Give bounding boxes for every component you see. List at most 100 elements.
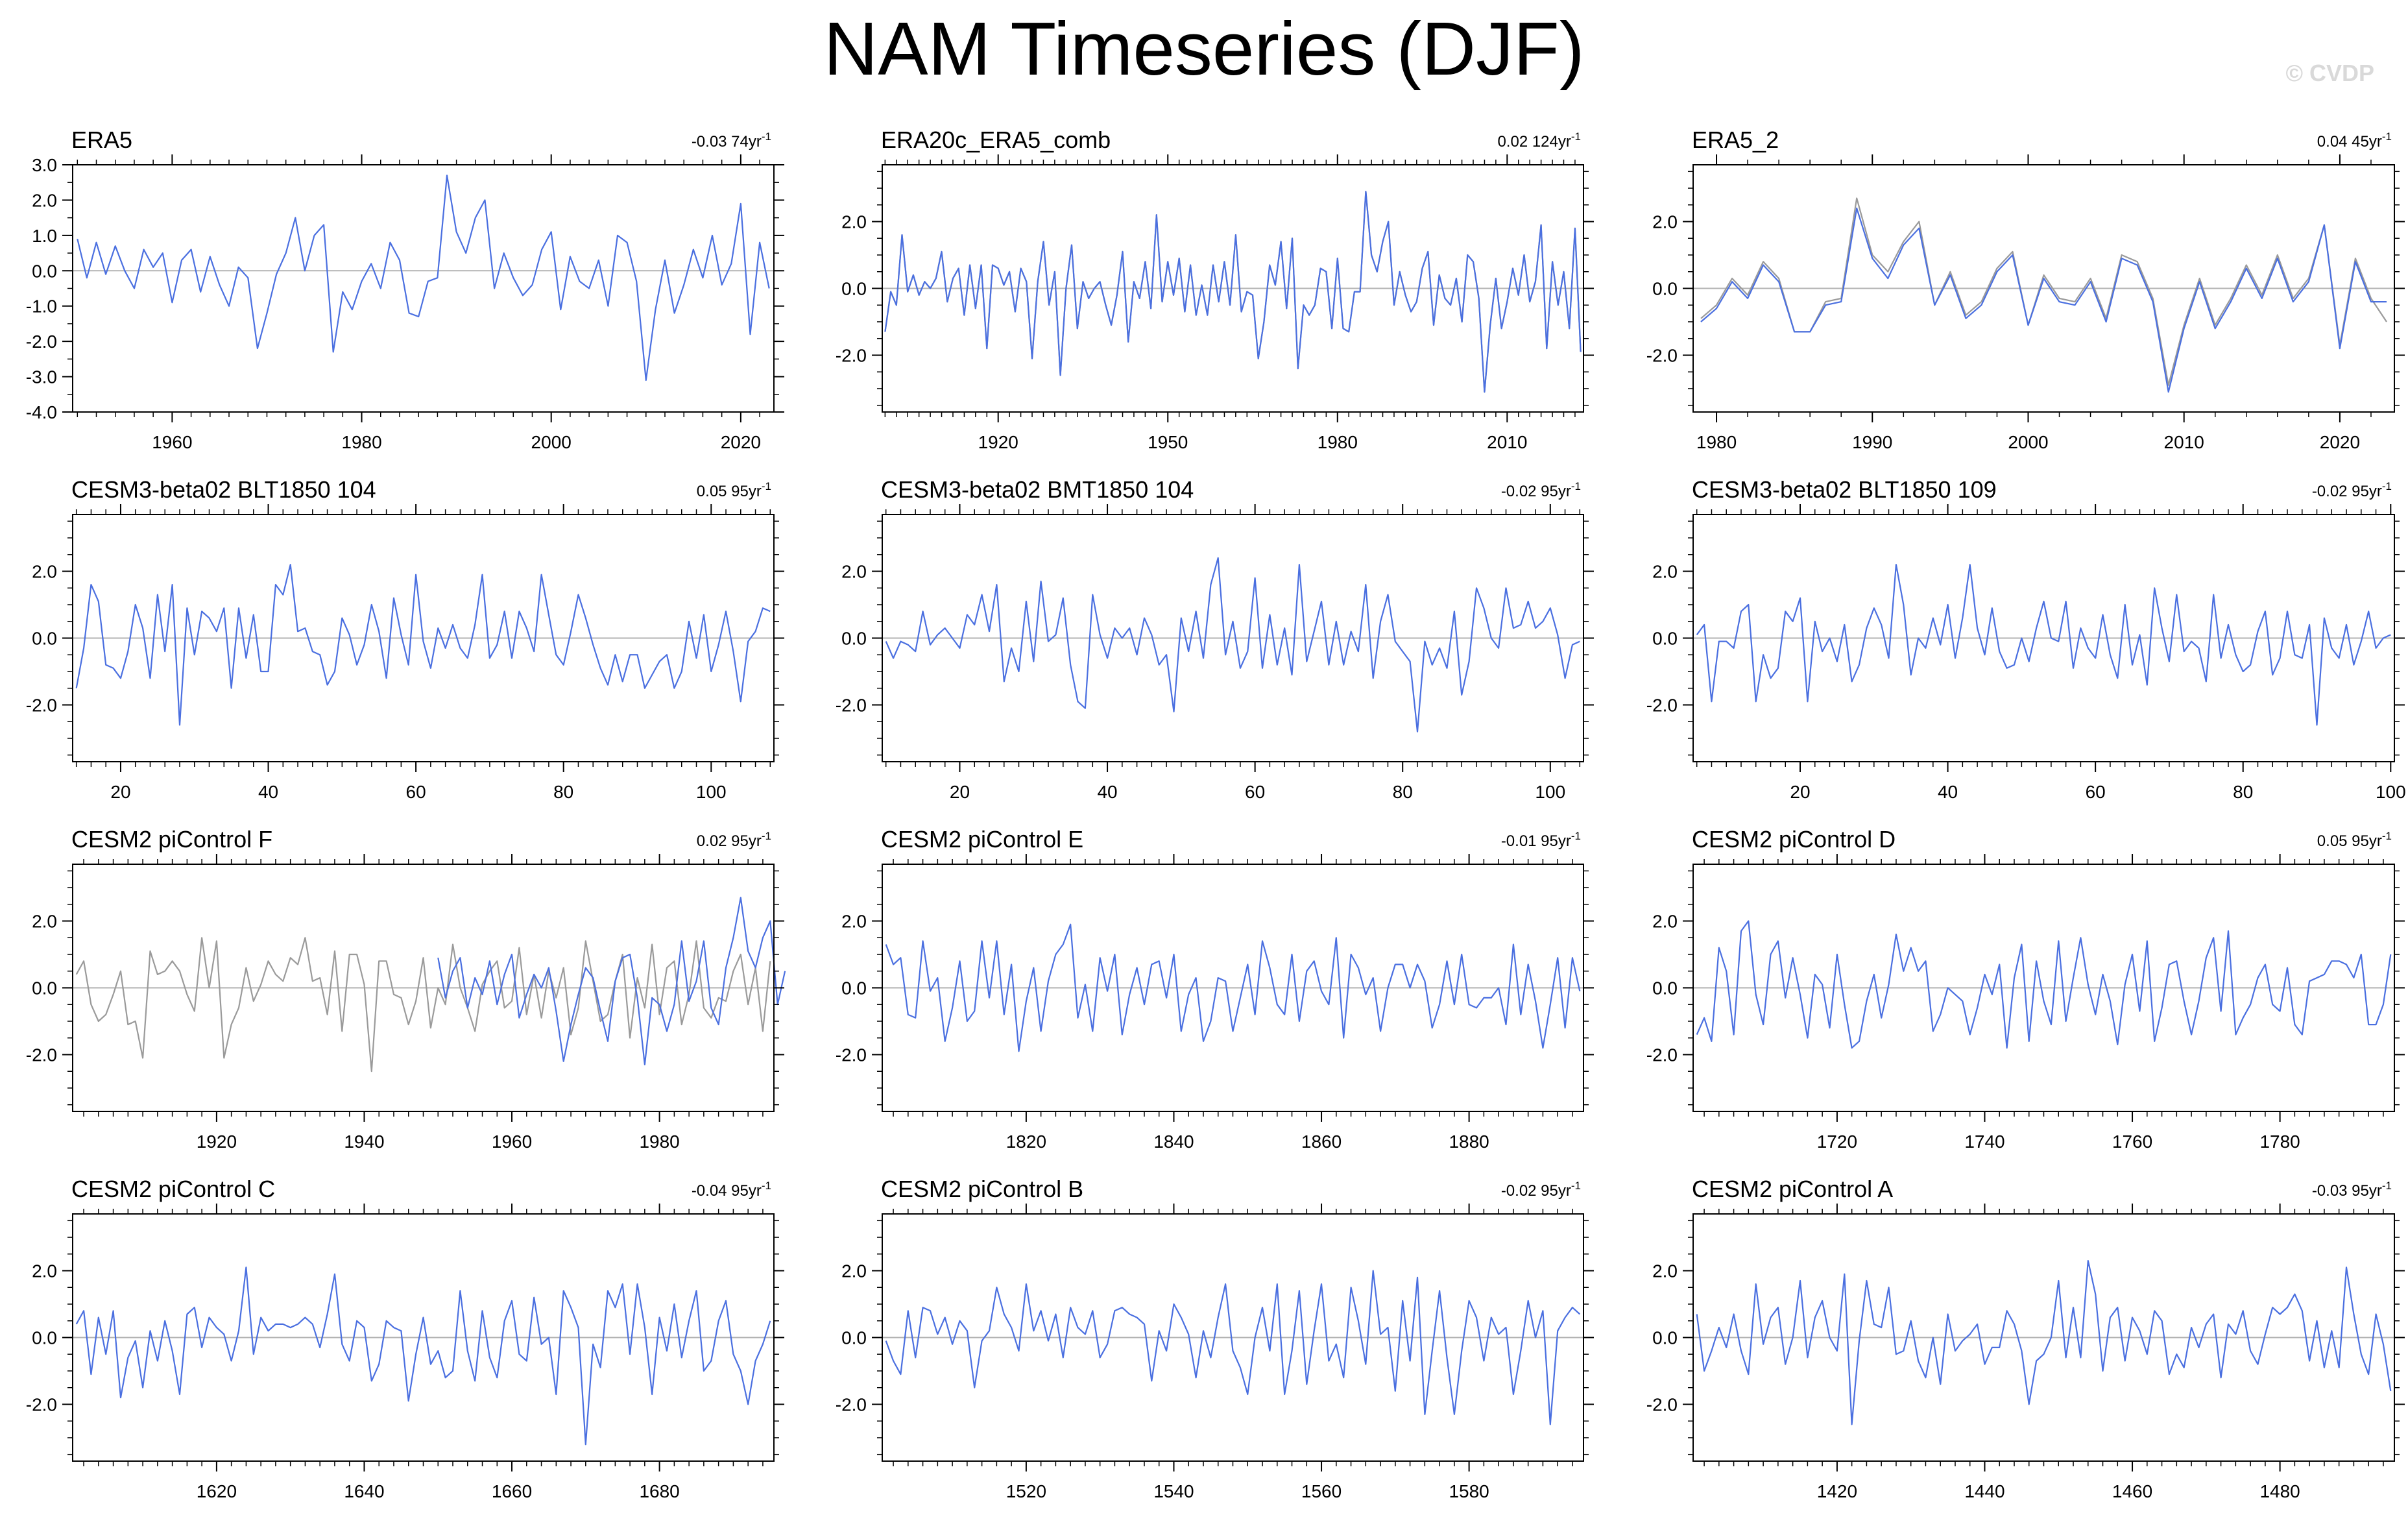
plot-frame	[72, 164, 775, 413]
y-tick-label: 2.0	[841, 1261, 867, 1281]
series-line-1	[75, 937, 771, 1072]
trend-label: -0.04 95yr-1	[692, 1180, 771, 1200]
x-tick-label: 1420	[1817, 1481, 1857, 1501]
y-tick-label: 0.0	[1652, 1328, 1678, 1348]
trend-unit-superscript: -1	[1571, 130, 1581, 143]
x-tick-label: 2000	[2008, 432, 2048, 452]
y-tick-label: -2.0	[26, 1394, 57, 1414]
x-tick-label: 20	[110, 782, 130, 802]
y-tick-label: -3.0	[26, 367, 57, 387]
panel-title: CESM2 piControl B	[881, 1176, 1083, 1202]
series-line-2	[437, 897, 786, 1065]
panel-title: CESM3-beta02 BMT1850 104	[881, 476, 1194, 503]
y-tick-label: -4.0	[26, 402, 57, 422]
x-tick-label: 80	[553, 782, 573, 802]
x-tick-label: 100	[696, 782, 727, 802]
x-tick-label: 1820	[1006, 1132, 1046, 1152]
x-tick-label: 1980	[1696, 432, 1737, 452]
trend-unit-superscript: -1	[1571, 480, 1581, 492]
panel-1: ERA5 -0.03 74yr-1 1960 1980 2000 2020 -4.0 -3.0…	[26, 127, 784, 452]
series-line-1	[1696, 920, 2392, 1049]
trend-label: 0.02 124yr-1	[1497, 130, 1581, 151]
trend-label: -0.01 95yr-1	[1501, 830, 1581, 850]
y-tick-label: 2.0	[841, 562, 867, 582]
trend-label: 0.05 95yr-1	[2317, 830, 2392, 850]
x-tick-label: 1920	[978, 432, 1018, 452]
y-tick-label: 2.0	[841, 212, 867, 232]
y-tick-label: 0.0	[1652, 978, 1678, 999]
y-tick-label: -2.0	[26, 332, 57, 352]
series-line-1	[1696, 564, 2391, 726]
x-tick-label: 1440	[1964, 1481, 2005, 1501]
x-tick-label: 1980	[1318, 432, 1358, 452]
x-tick-label: 1840	[1153, 1132, 1194, 1152]
x-tick-label: 20	[950, 782, 970, 802]
trend-unit-superscript: -1	[1571, 1180, 1581, 1192]
series-line-1	[885, 923, 1581, 1052]
x-tick-label: 1980	[639, 1132, 679, 1152]
y-tick-label: -2.0	[1646, 695, 1678, 715]
panel-7: CESM2 piControl F 0.02 95yr-1 1920 1940 1960…	[26, 826, 786, 1152]
series-line-1	[75, 564, 771, 726]
y-tick-label: 2.0	[32, 562, 57, 582]
series-line-2	[1700, 207, 2387, 393]
panel-6: CESM3-beta02 BLT1850 109 -0.02 95yr-1 20 40…	[1646, 476, 2406, 802]
trend-label: -0.03 95yr-1	[2312, 1180, 2392, 1200]
panel-4: CESM3-beta02 BLT1850 104 0.05 95yr-1 20 40 6…	[26, 476, 784, 802]
x-tick-label: 1460	[2112, 1481, 2152, 1501]
x-tick-label: 1520	[1006, 1481, 1046, 1501]
x-tick-label: 1990	[1852, 432, 1892, 452]
panel-title: CESM2 piControl A	[1692, 1176, 1893, 1202]
x-tick-label: 2010	[1487, 432, 1527, 452]
series-line-2	[884, 191, 1582, 393]
x-tick-label: 20	[1790, 782, 1810, 802]
y-tick-label: 3.0	[32, 155, 57, 175]
panel-12: CESM2 piControl A -0.03 95yr-1 1420 1440 146…	[1646, 1176, 2405, 1501]
x-tick-label: 2010	[2164, 432, 2204, 452]
x-tick-label: 2000	[531, 432, 572, 452]
x-tick-label: 1680	[639, 1481, 679, 1501]
x-tick-label: 1920	[197, 1132, 237, 1152]
panel-title: CESM3-beta02 BLT1850 104	[71, 476, 376, 503]
trend-label: 0.05 95yr-1	[697, 480, 771, 500]
x-tick-label: 40	[1097, 782, 1117, 802]
trend-unit-superscript: -1	[2382, 480, 2392, 492]
trend-label: -0.02 95yr-1	[1501, 1180, 1581, 1200]
x-tick-label: 100	[1535, 782, 1565, 802]
y-tick-label: 2.0	[32, 912, 57, 932]
x-tick-label: 1860	[1301, 1132, 1342, 1152]
x-tick-label: 1580	[1449, 1481, 1489, 1501]
x-tick-label: 1540	[1153, 1481, 1194, 1501]
y-tick-label: 2.0	[1652, 912, 1678, 932]
panel-5: CESM3-beta02 BMT1850 104 -0.02 95yr-1 20 40…	[836, 476, 1594, 802]
y-tick-label: -2.0	[1646, 1394, 1678, 1414]
series-line-1	[885, 557, 1580, 733]
x-tick-label: 60	[2086, 782, 2106, 802]
trend-unit-superscript: -1	[762, 130, 771, 143]
x-tick-label: 1980	[341, 432, 381, 452]
series-line-1	[884, 191, 1582, 393]
trend-unit-superscript: -1	[1571, 830, 1581, 842]
y-tick-label: 0.0	[841, 978, 867, 999]
trend-unit-superscript: -1	[762, 1180, 771, 1192]
y-tick-label: -2.0	[1646, 1045, 1678, 1065]
x-tick-label: 1880	[1449, 1132, 1489, 1152]
trend-label: -0.02 95yr-1	[2312, 480, 2392, 500]
y-tick-label: 2.0	[1652, 212, 1678, 232]
cvdp-watermark: © CVDP	[2285, 60, 2374, 86]
series-line-1	[885, 1270, 1581, 1425]
x-tick-label: 1780	[2259, 1132, 2300, 1152]
x-tick-label: 60	[406, 782, 426, 802]
y-tick-label: 1.0	[32, 226, 57, 246]
x-tick-label: 1480	[2259, 1481, 2300, 1501]
y-tick-label: 0.0	[841, 279, 867, 299]
x-tick-label: 1760	[2112, 1132, 2152, 1152]
x-tick-label: 1740	[1964, 1132, 2005, 1152]
panel-title: CESM3-beta02 BLT1850 109	[1692, 476, 1997, 503]
trend-unit-superscript: -1	[2382, 1180, 2392, 1192]
trend-label: 0.04 45yr-1	[2317, 130, 2392, 151]
y-tick-label: -2.0	[836, 695, 867, 715]
series-line-1	[1696, 1260, 2392, 1425]
y-tick-label: -2.0	[836, 1394, 867, 1414]
